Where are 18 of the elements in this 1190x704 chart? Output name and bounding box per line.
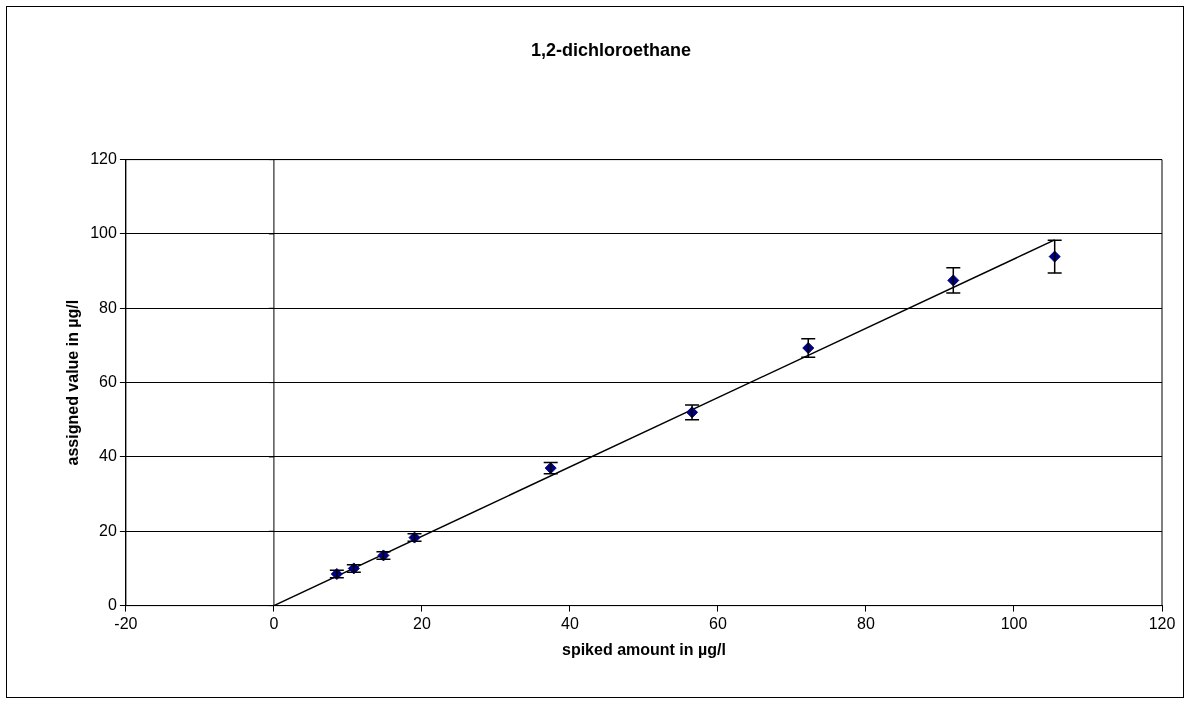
x-tick-label: 60: [709, 614, 727, 632]
x-axis-title: spiked amount in µg/l: [561, 640, 726, 658]
x-tick-label: 0: [269, 614, 279, 632]
y-tick-label: 20: [99, 521, 117, 539]
y-tick-label: 100: [90, 224, 117, 242]
x-tick-label: 80: [857, 614, 875, 632]
x-tick-label: 20: [413, 614, 431, 632]
y-axis-title: assigned value in µg/l: [64, 299, 82, 466]
y-tick-label: 120: [90, 150, 117, 168]
y-tick-label: 80: [99, 298, 117, 316]
x-tick-label: 40: [561, 614, 579, 632]
y-tick-label: 60: [99, 373, 117, 391]
x-tick-label: 120: [1148, 614, 1176, 632]
x-tick-label: 100: [1000, 614, 1028, 632]
y-tick-label: 40: [99, 447, 117, 465]
y-tick-label: 0: [107, 596, 117, 614]
chart-title: 1,2-dichloroethane: [530, 39, 692, 60]
x-tick-label: -20: [114, 614, 138, 632]
